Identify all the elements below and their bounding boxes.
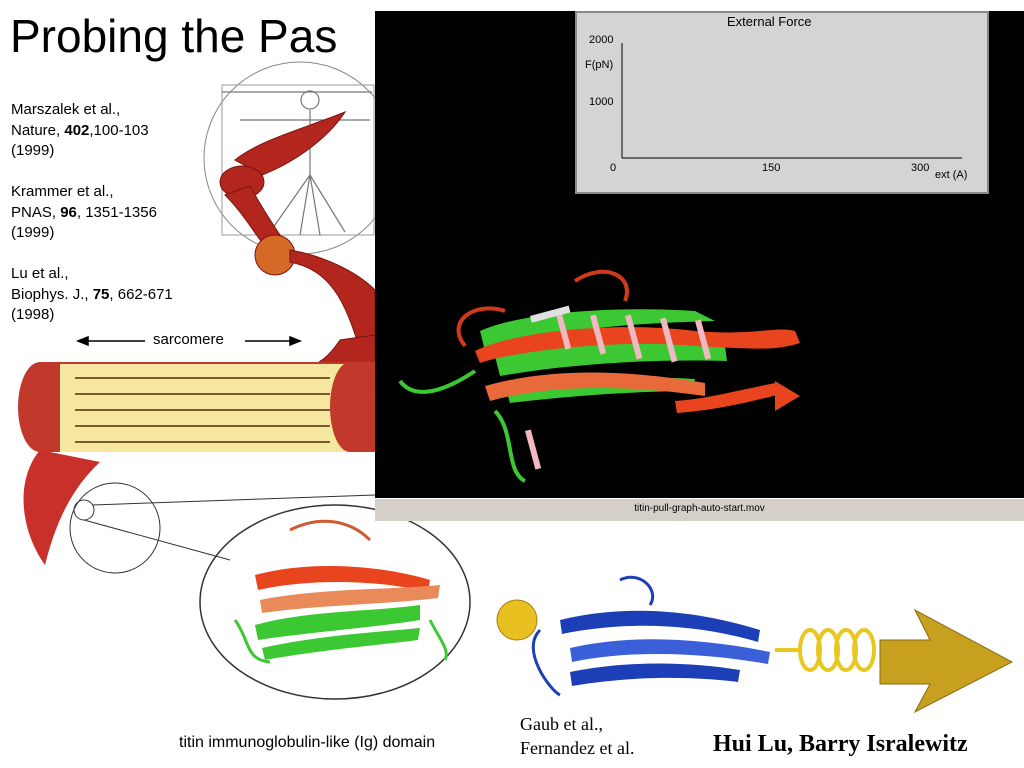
sarcomere-fiber: [18, 362, 375, 452]
graph-xtick: 0: [610, 162, 617, 174]
reference-pages: ,100-103: [89, 121, 149, 139]
reference-journal: Biophys. J.,: [11, 285, 93, 303]
graph-xtick: 150: [762, 162, 781, 174]
graph-ylabel: F(pN): [585, 59, 614, 71]
reference-authors: Marszalek et al.,: [11, 101, 121, 118]
pull-arrow: [879, 608, 1014, 714]
protein-animation-frame: [398, 269, 800, 483]
reference-authors: Krammer et al.,: [11, 183, 114, 200]
sarcomere-arrows: [75, 335, 303, 347]
vitruvian-circle: [203, 61, 397, 255]
reference-volume: 402: [64, 121, 90, 139]
domain-caption: titin immunoglobulin-like (Ig) domain: [179, 734, 436, 751]
reference-year: (1999): [11, 224, 55, 241]
reference-journal: PNAS,: [11, 203, 61, 221]
sarcomere-label: sarcomere: [153, 331, 224, 348]
ig-domain-blue: [531, 575, 770, 697]
zoom-circle-small: [69, 482, 161, 574]
reference-1: Marszalek et al., Nature, 402,100-103 (1…: [11, 100, 211, 162]
zoom-circle-tiny: [73, 499, 95, 521]
credit-line: Gaub et al.,: [520, 714, 603, 734]
graph-ytick: 2000: [589, 34, 614, 46]
muscle-swoop: [23, 450, 101, 565]
reference-year: (1999): [11, 142, 55, 159]
ig-domain-red-green: [233, 519, 448, 664]
vitruvian-square: [221, 84, 375, 236]
force-graph-panel: External Force 2000 F(pN) 1000 0 150 300…: [575, 11, 989, 194]
graph-xtick: 300: [911, 162, 930, 174]
reference-volume: 96: [60, 203, 77, 221]
graph-axes: [621, 43, 962, 159]
graph-ytick: 1000: [589, 96, 614, 108]
reference-authors: Lu et al.,: [11, 265, 69, 282]
reference-journal: Nature,: [11, 121, 65, 139]
slide-title: Probing the Pas: [10, 10, 338, 62]
credits-experimental: Gaub et al., Fernandez et al.: [520, 712, 634, 760]
video-filename: titin-pull-graph-auto-start.mov: [634, 503, 765, 514]
titin-ribbon: [398, 269, 800, 483]
reference-volume: 75: [92, 285, 110, 303]
credits-authors: Hui Lu, Barry Isralewitz: [713, 731, 968, 757]
zoom-circle-large: [199, 504, 471, 700]
spring: [775, 628, 876, 672]
bead: [496, 599, 538, 641]
graph-title: External Force: [727, 14, 812, 29]
muscle-fiber: [219, 110, 376, 373]
reference-pages: , 1351-1356: [76, 203, 157, 221]
reference-2: Krammer et al., PNAS, 96, 1351-1356 (199…: [11, 182, 211, 244]
graph-xlabel: ext (A): [935, 169, 968, 181]
reference-year: (1998): [11, 306, 55, 323]
credit-line: Fernandez et al.: [520, 738, 635, 758]
player-status-bar: titin-pull-graph-auto-start.mov: [375, 498, 1024, 521]
reference-pages: , 662-671: [109, 285, 173, 303]
reference-3: Lu et al., Biophys. J., 75, 662-671 (199…: [11, 264, 211, 326]
